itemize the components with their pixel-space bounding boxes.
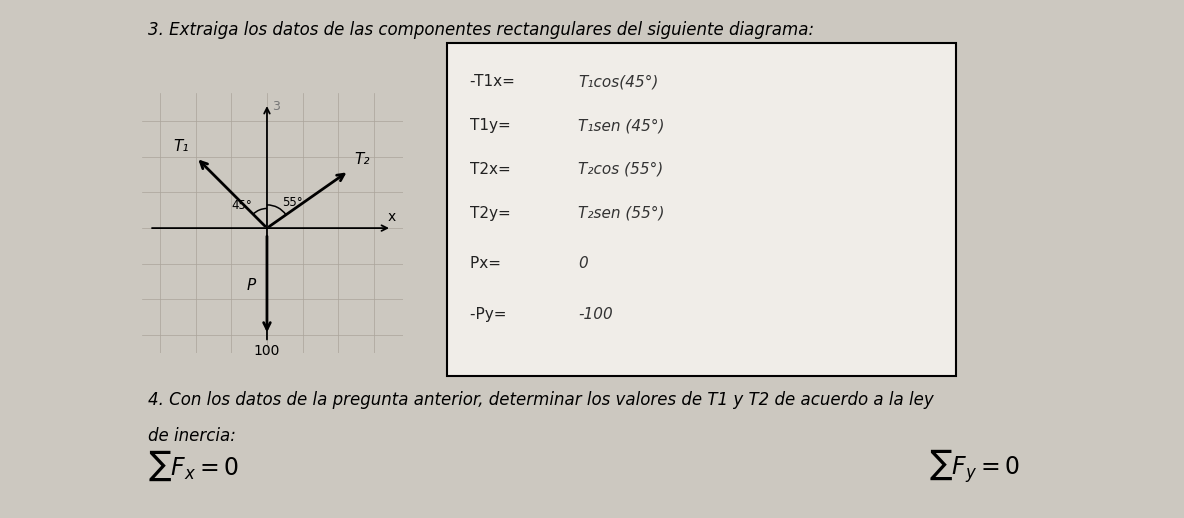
Text: x: x [387,210,395,224]
Text: $\sum F_y = 0$: $\sum F_y = 0$ [929,448,1021,485]
Text: 55°: 55° [282,196,303,209]
Text: -100: -100 [578,307,612,322]
Text: T₂cos (55°): T₂cos (55°) [578,162,663,177]
Text: Px=: Px= [470,256,506,271]
Text: 0: 0 [578,256,587,271]
Text: T₂sen (55°): T₂sen (55°) [578,206,664,221]
Text: 4. Con los datos de la pregunta anterior, determinar los valores de T1 y T2 de a: 4. Con los datos de la pregunta anterior… [148,391,934,409]
Text: T₁: T₁ [174,139,189,154]
Text: $\sum F_x = 0$: $\sum F_x = 0$ [148,449,239,483]
Text: T₁sen (45°): T₁sen (45°) [578,118,664,133]
Text: -T1x=: -T1x= [470,75,520,89]
Text: T₁cos(45°): T₁cos(45°) [578,75,658,89]
Text: 45°: 45° [231,199,252,212]
Text: -Py=: -Py= [470,307,511,322]
FancyBboxPatch shape [446,43,957,377]
Text: T₂: T₂ [354,152,369,167]
Text: 100: 100 [253,344,281,358]
Text: P: P [247,278,256,293]
Text: de inercia:: de inercia: [148,427,236,445]
Text: 3. Extraiga los datos de las componentes rectangulares del siguiente diagrama:: 3. Extraiga los datos de las componentes… [148,21,815,39]
Text: 3: 3 [272,99,279,112]
Text: T2y=: T2y= [470,206,515,221]
Text: T1y=: T1y= [470,118,515,133]
Text: T2x=: T2x= [470,162,515,177]
